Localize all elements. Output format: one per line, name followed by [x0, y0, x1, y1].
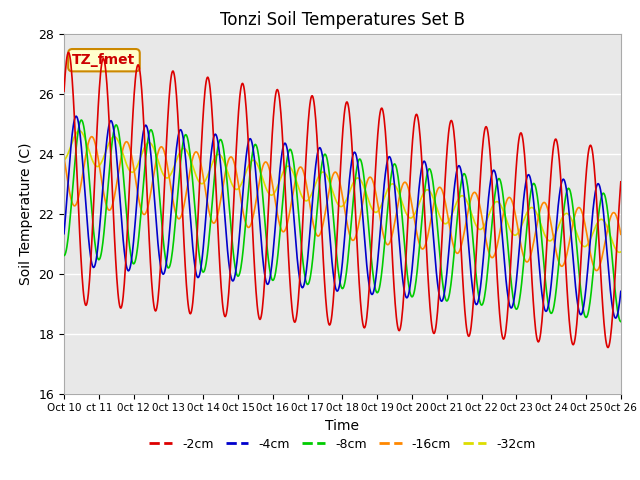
-32cm	[126, 168, 134, 174]
-4cm	[617, 288, 625, 294]
-2cm	[126, 168, 134, 174]
-16cm	[617, 231, 625, 237]
-4cm	[98, 199, 106, 204]
Legend: -2cm, -4cm, -8cm, -16cm, -32cm: -2cm, -4cm, -8cm, -16cm, -32cm	[145, 433, 540, 456]
-16cm	[98, 178, 106, 184]
-8cm	[520, 263, 527, 269]
-4cm	[126, 264, 134, 270]
-16cm	[126, 146, 134, 152]
-8cm	[126, 248, 134, 253]
-4cm	[442, 281, 449, 287]
-16cm	[442, 201, 449, 207]
Y-axis label: Soil Temperature (C): Soil Temperature (C)	[19, 143, 33, 285]
-4cm	[375, 244, 383, 250]
-2cm	[442, 168, 449, 174]
Text: TZ_fmet: TZ_fmet	[72, 53, 136, 67]
-2cm	[375, 119, 383, 124]
-2cm	[310, 99, 318, 105]
-32cm	[616, 250, 623, 255]
-8cm	[77, 117, 85, 123]
-8cm	[310, 243, 318, 249]
Line: -8cm: -8cm	[64, 120, 621, 322]
-4cm	[72, 113, 80, 119]
-32cm	[98, 159, 106, 165]
Line: -4cm: -4cm	[64, 116, 621, 318]
-32cm	[375, 207, 383, 213]
-32cm	[442, 221, 449, 227]
Line: -32cm: -32cm	[64, 131, 621, 252]
-32cm	[60, 157, 68, 163]
-8cm	[617, 319, 625, 324]
-16cm	[520, 252, 527, 258]
Title: Tonzi Soil Temperatures Set B: Tonzi Soil Temperatures Set B	[220, 11, 465, 29]
-4cm	[310, 180, 318, 185]
-4cm	[612, 315, 620, 321]
-16cm	[88, 134, 96, 140]
-2cm	[98, 61, 106, 67]
-2cm	[617, 179, 625, 185]
-4cm	[520, 199, 527, 205]
-32cm	[617, 249, 625, 255]
-8cm	[442, 297, 449, 302]
-32cm	[76, 128, 83, 133]
-16cm	[310, 224, 318, 230]
-16cm	[593, 268, 600, 274]
Line: -16cm: -16cm	[64, 137, 621, 271]
-2cm	[60, 88, 68, 94]
-16cm	[60, 155, 68, 160]
-8cm	[98, 248, 106, 254]
Line: -2cm: -2cm	[64, 52, 621, 348]
-32cm	[310, 185, 318, 191]
X-axis label: Time: Time	[325, 419, 360, 433]
-2cm	[65, 49, 72, 55]
-32cm	[520, 218, 527, 224]
-8cm	[60, 253, 68, 259]
-2cm	[604, 345, 612, 350]
-8cm	[375, 287, 383, 293]
-16cm	[375, 208, 383, 214]
-4cm	[60, 231, 68, 237]
-2cm	[520, 140, 527, 146]
